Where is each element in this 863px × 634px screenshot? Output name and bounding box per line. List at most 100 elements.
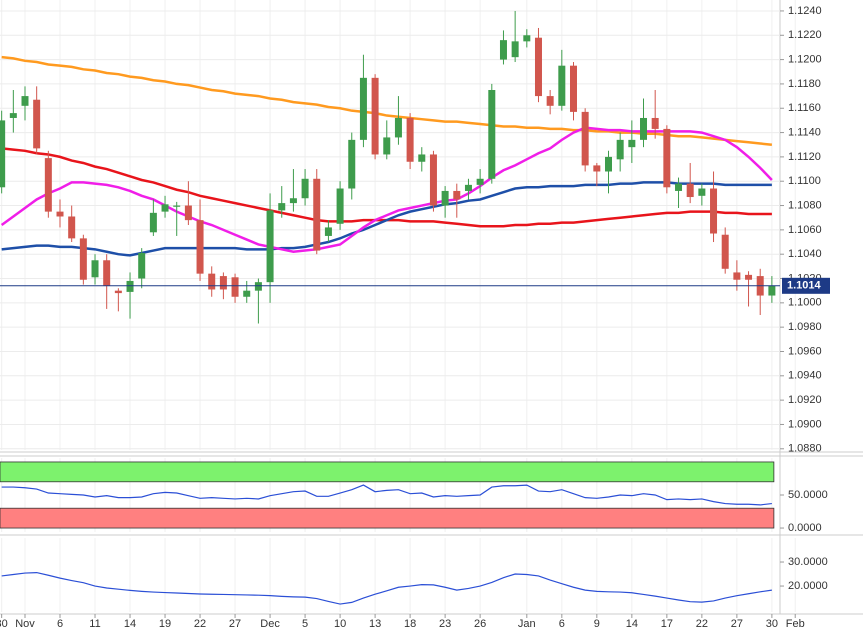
candle-body [698,188,706,196]
candle-body [651,117,659,129]
line-series [1,484,772,506]
candle-body [184,205,192,221]
candle-body [511,41,519,58]
candle-body [733,272,741,280]
candle-body [9,113,17,118]
candle-body [231,277,239,297]
candle-body [768,285,776,296]
candle-body [675,183,683,191]
candle-body [721,234,729,269]
candle-body [103,260,111,286]
candle-body [441,190,449,206]
y-tick-label: 1.0880 [788,443,822,455]
candle-body [534,37,542,97]
candle-body [499,40,507,60]
candle-body [138,252,146,279]
candle-body [313,178,321,251]
candle-body [161,204,169,212]
y-tick-label: 1.1200 [788,54,822,66]
candle-body [324,227,332,236]
candle-body [616,139,624,160]
candle-body [173,205,181,207]
x-tick-label: 6 [559,618,565,630]
x-tick-label: 13 [369,618,381,630]
x-tick-label: Dec [260,618,280,630]
candle-body [686,183,694,198]
x-tick-label: 18 [404,618,416,630]
x-tick-label: 30 [0,618,8,630]
x-tick-label: 14 [124,618,136,630]
candle-body [301,178,309,199]
candle-body [21,96,29,106]
candle-body [371,77,379,155]
candle-body [359,77,367,140]
candle-body [628,139,636,148]
x-tick-label: 26 [474,618,486,630]
candle-body [149,212,157,233]
zone [0,461,775,483]
y-tick-label: 1.0960 [788,345,822,357]
y-tick-label: 1.1180 [788,78,821,90]
candle-body [593,165,601,172]
candle-body [278,203,286,211]
y-tick-label: 1.1160 [788,102,821,114]
x-tick-label: 19 [159,618,171,630]
y-tick-label: 1.1240 [788,5,822,17]
y-tick-label: 1.1140 [788,126,821,138]
candle-body [348,139,356,189]
candle-body [68,216,76,239]
candle-body [418,154,426,162]
x-tick-label: 17 [661,618,673,630]
y-tick-label: 1.0980 [788,321,822,333]
line-series [1,571,772,605]
candle-body [254,282,262,291]
candle-body [196,220,204,274]
y-tick-label: 1.1040 [788,248,822,260]
y-tick-label: 0.0000 [788,522,822,534]
candle-body [266,210,274,283]
x-tick-label: 27 [229,618,241,630]
x-tick-label: 22 [194,618,206,630]
y-tick-label: 50.0000 [788,489,828,501]
candle-body [79,238,87,280]
candle-body [56,211,64,217]
last-price-box [782,277,830,294]
candle-body [44,158,52,212]
y-tick-label: 1.0920 [788,394,822,406]
candle-body [476,178,484,185]
candle-body [640,117,648,140]
candle-body [0,120,6,188]
y-tick-label: 1.0940 [788,370,822,382]
candle-body [114,290,122,294]
candle-body [488,90,496,179]
candle-body [243,290,251,297]
zone [0,507,775,529]
line-series [1,181,772,257]
candle-body [558,65,566,106]
x-tick-label: 6 [57,618,63,630]
y-tick-label: 20.0000 [788,580,828,592]
y-tick-label: 1.0900 [788,418,822,430]
candle-body [289,198,297,204]
x-tick-label: 5 [302,618,308,630]
candle-body [523,35,531,42]
candle-body [394,117,402,138]
candle-body [745,274,753,280]
panel-background [0,0,780,452]
candle-body [546,96,554,106]
y-tick-label: 1.1100 [788,175,821,187]
candle-body [429,154,437,206]
candle-body [464,184,472,191]
candle-body [581,111,589,166]
x-tick-label: 14 [626,618,638,630]
candle-body [208,273,216,290]
x-tick-label: 23 [439,618,451,630]
x-tick-label: Jan [518,618,536,630]
candle-body [383,137,391,155]
x-tick-label: Nov [15,618,35,630]
y-tick-label: 1.1080 [788,199,822,211]
candle-body [33,99,41,149]
y-tick-label: 1.1120 [788,151,821,163]
x-tick-label: Feb [786,618,805,630]
